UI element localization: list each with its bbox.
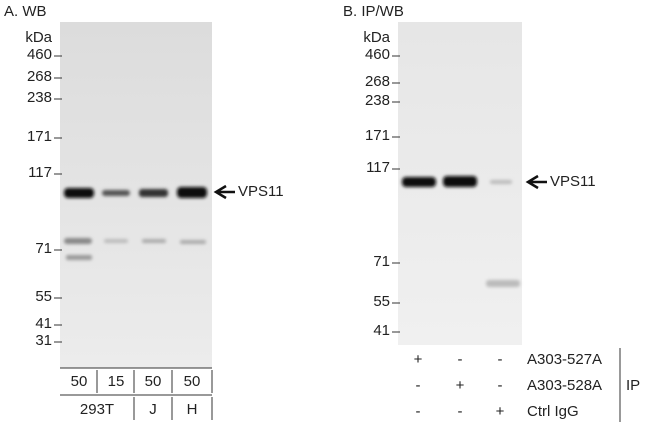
marker-label: 117 — [366, 159, 390, 176]
marker-label: 55 — [35, 288, 52, 305]
marker-label: 238 — [365, 92, 390, 109]
marker-label: 31 — [35, 332, 52, 349]
ip-sign: + — [496, 403, 505, 420]
ip-sign: + — [414, 351, 423, 368]
band-label: VPS11 — [550, 173, 596, 190]
panel-title: A. WB — [4, 3, 47, 20]
ip-sign: - — [458, 403, 463, 420]
ip-antibody: A303-527A — [527, 351, 602, 368]
marker-label: 71 — [35, 240, 52, 257]
ip-sign: - — [416, 377, 421, 394]
cell-line: H — [187, 401, 198, 418]
marker-label: 41 — [35, 315, 52, 332]
marker-label: 41 — [373, 322, 390, 339]
arrow-b — [525, 174, 547, 190]
marker-label: 268 — [27, 68, 52, 85]
lane-amount: 50 — [184, 373, 201, 390]
marker-label: 171 — [27, 128, 52, 145]
lane-amount: 15 — [108, 373, 125, 390]
ip-antibody: A303-528A — [527, 377, 602, 394]
ip-label: IP — [626, 377, 640, 394]
unit-label: kDa — [25, 29, 52, 46]
unit-label: kDa — [363, 29, 390, 46]
arrow-a — [213, 184, 235, 200]
marker-label: 55 — [373, 293, 390, 310]
panel-title: B. IP/WB — [343, 3, 404, 20]
marker-label: 268 — [365, 73, 390, 90]
ip-sign: - — [498, 351, 503, 368]
marker-label: 71 — [373, 253, 390, 270]
ip-sign: + — [456, 377, 465, 394]
band-label: VPS11 — [238, 183, 284, 200]
marker-label: 238 — [27, 89, 52, 106]
ip-sign: - — [458, 351, 463, 368]
ip-antibody: Ctrl IgG — [527, 403, 579, 420]
lane-amount: 50 — [71, 373, 88, 390]
marker-label: 460 — [365, 46, 390, 63]
cell-line: 293T — [80, 401, 114, 418]
ip-sign: - — [498, 377, 503, 394]
marker-label: 460 — [27, 46, 52, 63]
cell-line: J — [149, 401, 157, 418]
marker-label: 171 — [365, 127, 390, 144]
marker-label: 117 — [28, 164, 52, 181]
ip-sign: - — [416, 403, 421, 420]
lane-amount: 50 — [145, 373, 162, 390]
bands — [64, 176, 520, 287]
